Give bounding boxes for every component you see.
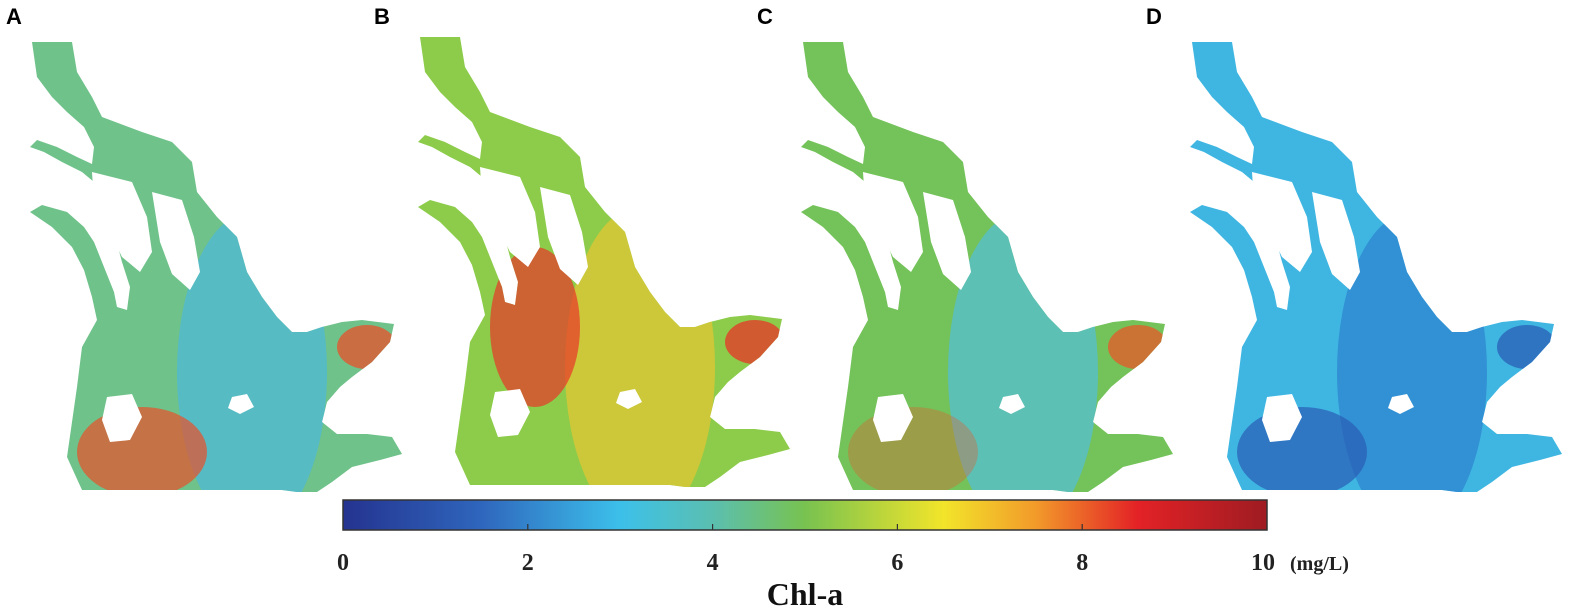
map-panel-c	[801, 42, 1173, 492]
colorbar-tick-label-0: 0	[337, 550, 349, 576]
colorbar-tick-label-10: 10	[1251, 550, 1275, 576]
colorbar-unit: (mg/L)	[1290, 553, 1349, 575]
island	[873, 394, 913, 442]
panel-label-b: B	[374, 4, 390, 29]
island	[102, 394, 142, 442]
chl-patch-mid	[177, 212, 327, 492]
island	[863, 172, 923, 272]
chl-patch-high	[77, 407, 207, 492]
chl-patch-east	[1497, 325, 1557, 369]
colorbar-gradient	[342, 499, 1268, 531]
island	[490, 389, 530, 437]
chl-patch-east	[725, 320, 785, 364]
chl-patch-high	[848, 407, 978, 492]
island	[1388, 394, 1414, 414]
panel-label-a: A	[6, 4, 22, 29]
island	[152, 192, 200, 290]
island	[540, 187, 588, 285]
map-panel-d	[1190, 42, 1562, 492]
island	[480, 167, 540, 267]
colorbar	[342, 499, 1268, 531]
colorbar-tick-label-6: 6	[891, 550, 904, 576]
island	[1252, 172, 1312, 272]
chl-patch-east	[337, 325, 397, 369]
island	[999, 394, 1025, 414]
island	[92, 172, 152, 272]
panel-label-c: C	[757, 4, 773, 29]
map-panel-a	[30, 42, 402, 492]
island	[1262, 394, 1302, 442]
island	[1312, 192, 1360, 290]
island	[616, 389, 642, 409]
map-panel-b	[418, 37, 790, 487]
chl-patch-mid	[1337, 212, 1487, 492]
chl-patch-mid	[565, 207, 715, 487]
island	[228, 394, 254, 414]
colorbar-tick-label-4: 4	[706, 550, 719, 576]
chl-patch-high	[1237, 407, 1367, 492]
panel-label-d: D	[1146, 4, 1162, 29]
island	[923, 192, 971, 290]
colorbar-tick-label-8: 8	[1076, 550, 1089, 576]
colorbar-tick-label-2: 2	[521, 550, 534, 576]
colorbar-title: Chl-a	[766, 576, 844, 612]
chl-patch-east	[1108, 325, 1168, 369]
chl-patch-mid	[948, 212, 1098, 492]
